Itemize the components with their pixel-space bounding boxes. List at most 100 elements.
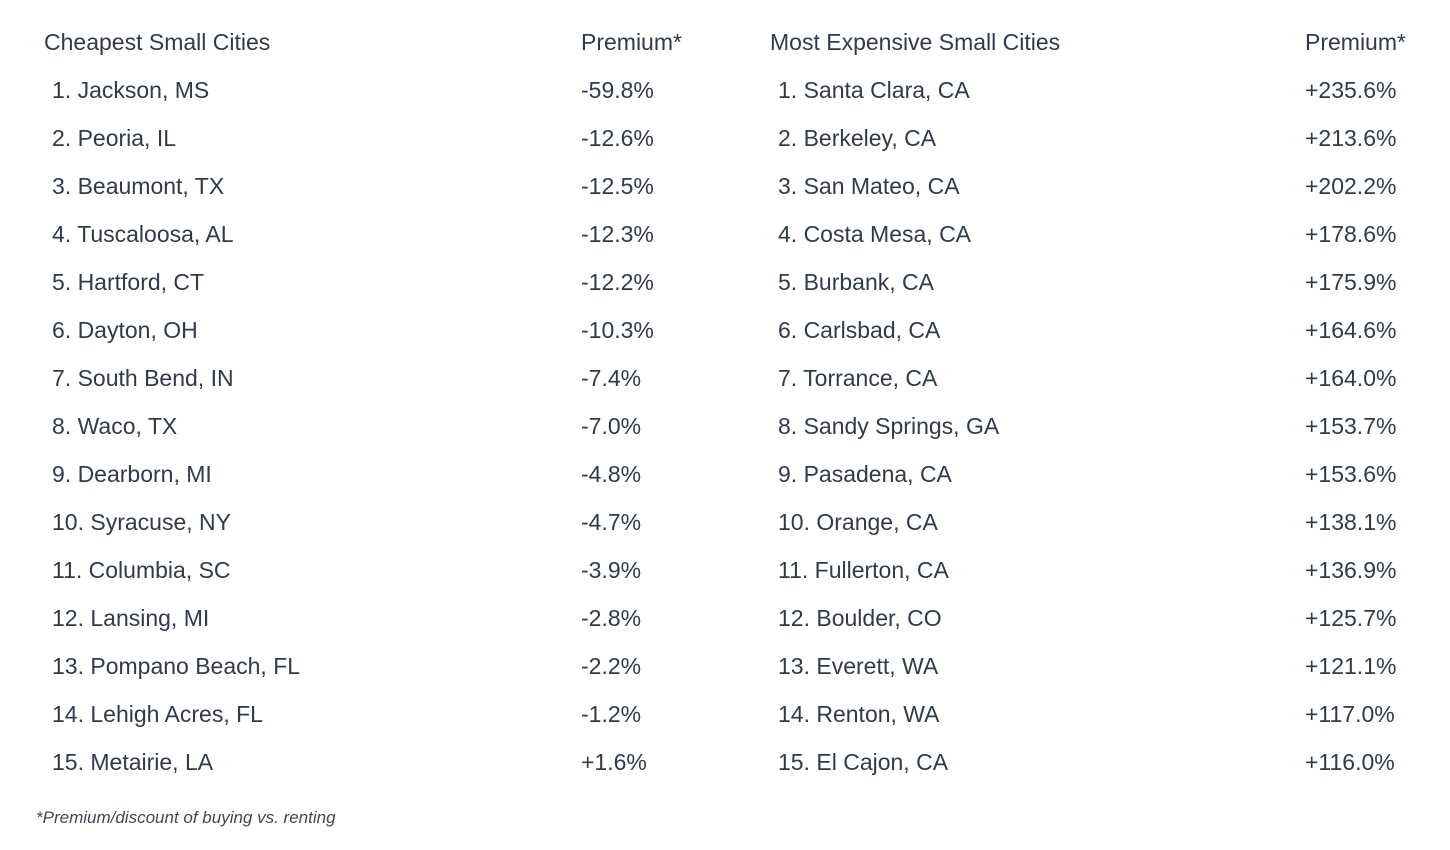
table-row: 4. Costa Mesa, CA +178.6%: [770, 210, 1450, 258]
premium-value: -2.2%: [581, 653, 642, 679]
city-name: 3. San Mateo, CA: [778, 173, 960, 199]
table-row: 10. Orange, CA +138.1%: [770, 498, 1450, 546]
premium-value: +213.6%: [1305, 125, 1397, 151]
table-row: 7. Torrance, CA +164.0%: [770, 354, 1450, 402]
table-row: 13. Everett, WA +121.1%: [770, 642, 1450, 690]
premium-value: -1.2%: [581, 701, 642, 727]
city-name: 3. Beaumont, TX: [52, 173, 225, 199]
premium-value: -59.8%: [581, 77, 654, 103]
city-name: 8. Sandy Springs, GA: [778, 413, 1000, 439]
table-body: 1. Santa Clara, CA +235.6% 2. Berkeley, CA…: [770, 66, 1450, 786]
premium-value: -2.8%: [581, 605, 642, 631]
table-row: 10. Syracuse, NY -4.7%: [44, 498, 744, 546]
premium-value: -3.9%: [581, 557, 642, 583]
city-name: 14. Lehigh Acres, FL: [52, 701, 263, 727]
table-row: 12. Lansing, MI -2.8%: [44, 594, 744, 642]
column-header-city: Most Expensive Small Cities: [770, 29, 1061, 55]
city-name: 6. Dayton, OH: [52, 317, 198, 343]
column-header-city: Cheapest Small Cities: [44, 29, 271, 55]
city-name: 9. Dearborn, MI: [52, 461, 212, 487]
table-row: 2. Berkeley, CA +213.6%: [770, 114, 1450, 162]
table-header: Most Expensive Small Cities Premium*: [770, 18, 1450, 66]
city-name: 7. South Bend, IN: [52, 365, 234, 391]
premium-value: +138.1%: [1305, 509, 1397, 535]
city-name: 13. Pompano Beach, FL: [52, 653, 301, 679]
table-row: 11. Fullerton, CA +136.9%: [770, 546, 1450, 594]
table-row: 14. Renton, WA +117.0%: [770, 690, 1450, 738]
city-name: 14. Renton, WA: [778, 701, 940, 727]
premium-value: -12.3%: [581, 221, 654, 247]
city-name: 10. Syracuse, NY: [52, 509, 231, 535]
table-row: 1. Santa Clara, CA +235.6%: [770, 66, 1450, 114]
premium-value: +164.6%: [1305, 317, 1397, 343]
city-name: 12. Boulder, CO: [778, 605, 942, 631]
city-name: 9. Pasadena, CA: [778, 461, 952, 487]
premium-value: +136.9%: [1305, 557, 1397, 583]
premium-value: -7.0%: [581, 413, 642, 439]
city-name: 7. Torrance, CA: [778, 365, 938, 391]
table-row: 5. Hartford, CT -12.2%: [44, 258, 744, 306]
table-header: Cheapest Small Cities Premium*: [44, 18, 744, 66]
table-row: 2. Peoria, IL -12.6%: [44, 114, 744, 162]
table-row: 3. Beaumont, TX -12.5%: [44, 162, 744, 210]
city-name: 5. Hartford, CT: [52, 269, 205, 295]
premium-value: +175.9%: [1305, 269, 1397, 295]
premium-value: +153.6%: [1305, 461, 1397, 487]
premium-value: +116.0%: [1305, 749, 1395, 775]
city-name: 13. Everett, WA: [778, 653, 939, 679]
table-row: 4. Tuscaloosa, AL -12.3%: [44, 210, 744, 258]
city-name: 12. Lansing, MI: [52, 605, 210, 631]
table-row: 11. Columbia, SC -3.9%: [44, 546, 744, 594]
premium-value: -4.7%: [581, 509, 642, 535]
table-row: 14. Lehigh Acres, FL -1.2%: [44, 690, 744, 738]
city-name: 4. Tuscaloosa, AL: [52, 221, 234, 247]
premium-value: +164.0%: [1305, 365, 1397, 391]
premium-value: -12.2%: [581, 269, 654, 295]
city-name: 15. Metairie, LA: [52, 749, 214, 775]
premium-value: +153.7%: [1305, 413, 1397, 439]
city-name: 5. Burbank, CA: [778, 269, 934, 295]
premium-value: -12.5%: [581, 173, 654, 199]
premium-value: -7.4%: [581, 365, 642, 391]
table-row: 6. Carlsbad, CA +164.6%: [770, 306, 1450, 354]
table-row: 1. Jackson, MS -59.8%: [44, 66, 744, 114]
city-name: 11. Fullerton, CA: [778, 557, 949, 583]
table-row: 6. Dayton, OH -10.3%: [44, 306, 744, 354]
column-header-premium: Premium*: [1305, 29, 1406, 55]
city-name: 10. Orange, CA: [778, 509, 938, 535]
cheapest-cities-table: Cheapest Small Cities Premium* 1. Jackso…: [44, 18, 744, 786]
city-name: 4. Costa Mesa, CA: [778, 221, 972, 247]
table-row: 13. Pompano Beach, FL -2.2%: [44, 642, 744, 690]
table-body: 1. Jackson, MS -59.8% 2. Peoria, IL -12.6% 3…: [44, 66, 744, 786]
premium-value: +235.6%: [1305, 77, 1397, 103]
city-name: 8. Waco, TX: [52, 413, 178, 439]
table-row: 8. Sandy Springs, GA +153.7%: [770, 402, 1450, 450]
city-name: 1. Santa Clara, CA: [778, 77, 970, 103]
column-header-premium: Premium*: [581, 29, 682, 55]
city-name: 2. Berkeley, CA: [778, 125, 937, 151]
city-name: 15. El Cajon, CA: [778, 749, 949, 775]
table-row: 7. South Bend, IN -7.4%: [44, 354, 744, 402]
footnote: *Premium/discount of buying vs. renting: [36, 808, 336, 827]
table-row: 5. Burbank, CA +175.9%: [770, 258, 1450, 306]
premium-value: +125.7%: [1305, 605, 1397, 631]
premium-value: -10.3%: [581, 317, 654, 343]
expensive-cities-table: Most Expensive Small Cities Premium* 1. …: [770, 18, 1450, 786]
premium-value: -12.6%: [581, 125, 654, 151]
table-row: 3. San Mateo, CA +202.2%: [770, 162, 1450, 210]
premium-value: +117.0%: [1305, 701, 1395, 727]
table-row: 12. Boulder, CO +125.7%: [770, 594, 1450, 642]
city-name: 11. Columbia, SC: [52, 557, 231, 583]
table-row: 15. El Cajon, CA +116.0%: [770, 738, 1450, 786]
table-row: 9. Pasadena, CA +153.6%: [770, 450, 1450, 498]
premium-value: +1.6%: [581, 749, 647, 775]
city-name: 1. Jackson, MS: [52, 77, 210, 103]
table-row: 8. Waco, TX -7.0%: [44, 402, 744, 450]
city-name: 6. Carlsbad, CA: [778, 317, 941, 343]
premium-value: +178.6%: [1305, 221, 1397, 247]
premium-value: -4.8%: [581, 461, 642, 487]
premium-value: +202.2%: [1305, 173, 1397, 199]
table-row: 15. Metairie, LA +1.6%: [44, 738, 744, 786]
city-name: 2. Peoria, IL: [52, 125, 177, 151]
premium-value: +121.1%: [1305, 653, 1397, 679]
